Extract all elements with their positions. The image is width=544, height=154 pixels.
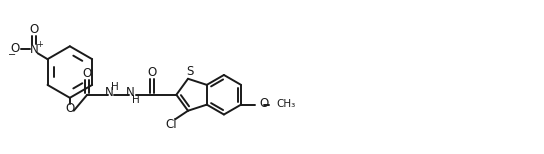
Text: N: N [104, 86, 113, 99]
Text: O: O [10, 42, 20, 55]
Text: H: H [132, 95, 140, 105]
Text: Cl: Cl [166, 118, 177, 131]
Text: N: N [126, 86, 134, 99]
Text: CH₃: CH₃ [277, 99, 296, 109]
Text: +: + [36, 40, 43, 49]
Text: −: − [8, 50, 16, 60]
Text: S: S [186, 65, 194, 78]
Text: O: O [29, 23, 38, 36]
Text: N: N [30, 43, 39, 56]
Text: O: O [260, 97, 269, 110]
Text: O: O [147, 66, 156, 79]
Text: O: O [83, 67, 92, 80]
Text: H: H [111, 82, 119, 92]
Text: O: O [65, 102, 75, 115]
